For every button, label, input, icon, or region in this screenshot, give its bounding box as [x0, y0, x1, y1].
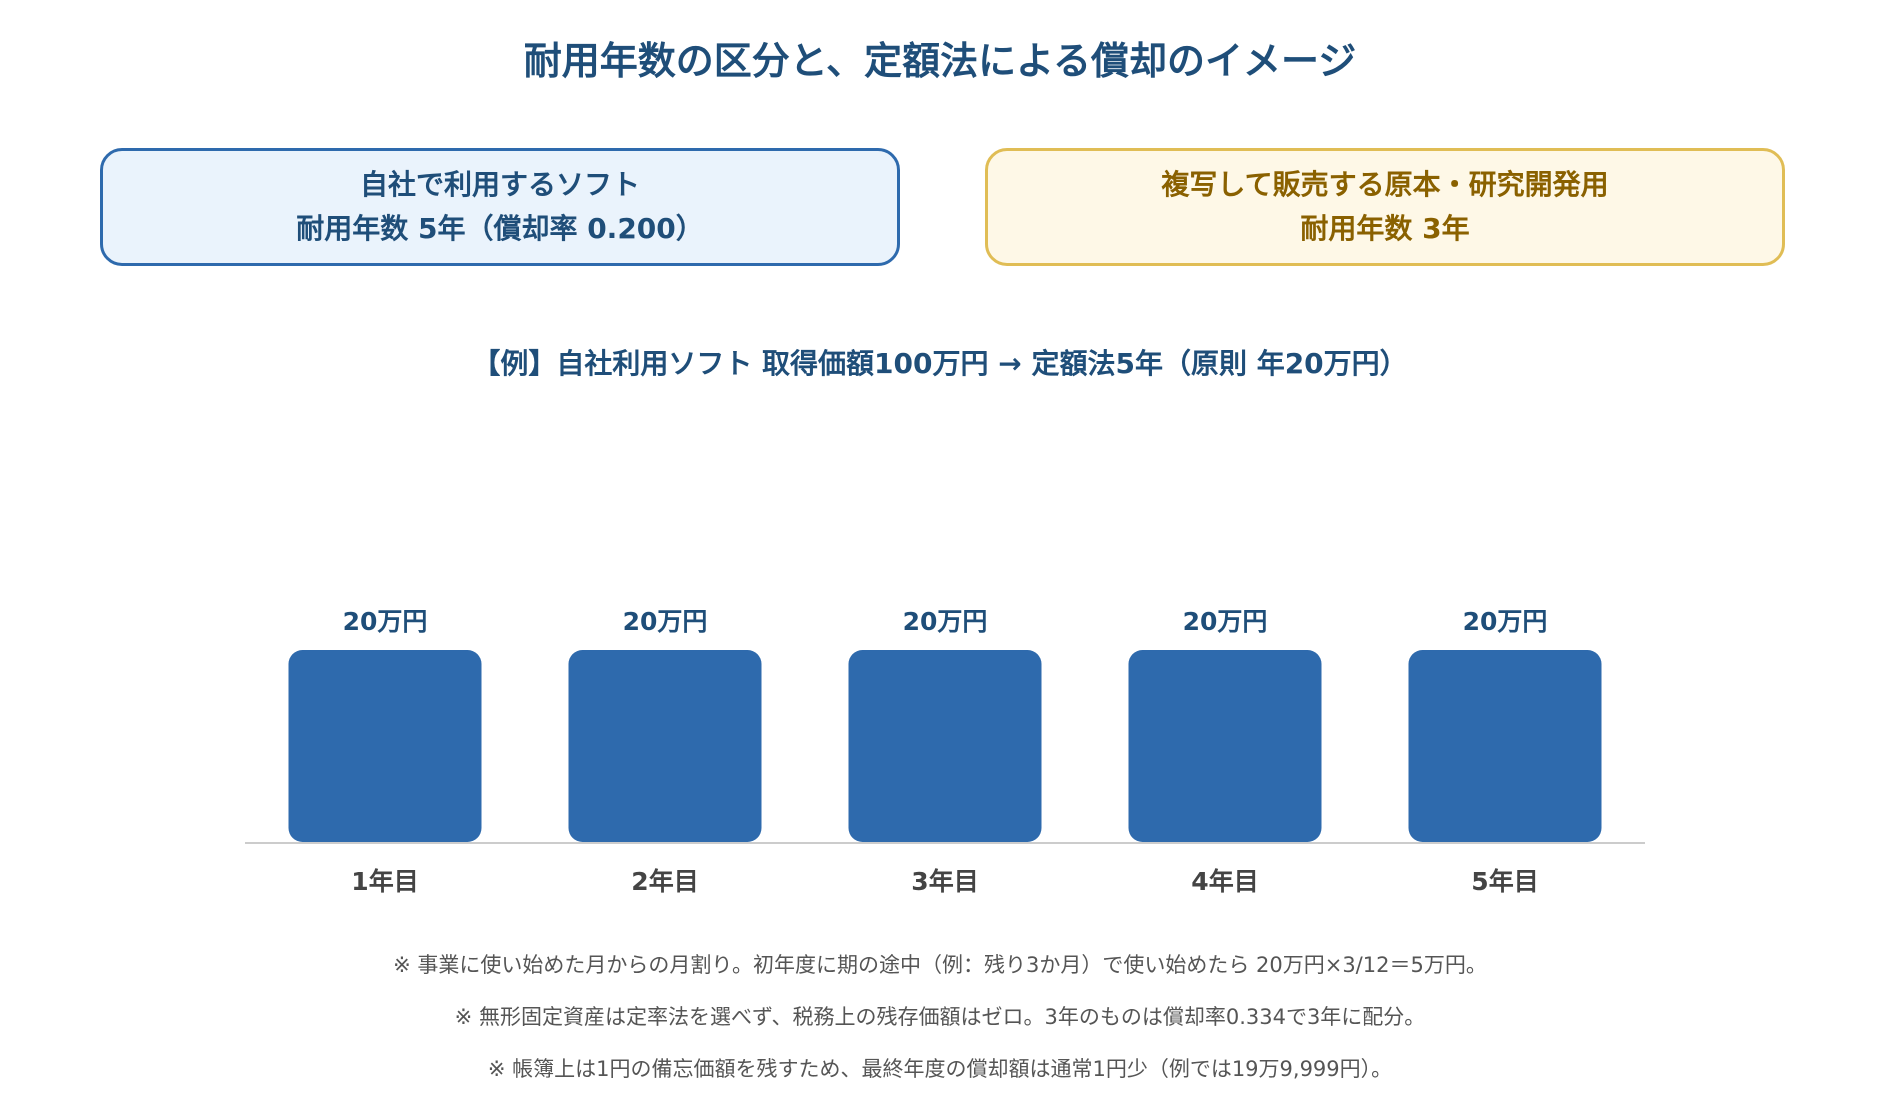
bar-4	[1128, 650, 1322, 842]
category-box-inhouse-life: 耐用年数 5年（償却率 0.200）	[296, 212, 704, 245]
category-box-inhouse-title: 自社で利用するソフト	[359, 168, 640, 201]
bar-1	[288, 650, 482, 842]
bars-layer	[288, 650, 1602, 842]
category-box-master-life: 耐用年数 3年	[1300, 212, 1470, 245]
bar-value-label-1: 20万円	[343, 607, 428, 636]
x-tick-label-4: 4年目	[1191, 867, 1258, 896]
bar-2	[568, 650, 762, 842]
note-no-declining-balance: ※ 無形固定資産は定率法を選べず、税務上の残存価額はゼロ。3年のものは償却率0.…	[454, 1005, 1426, 1029]
example-label: 【例】自社利用ソフト 取得価額100万円 → 定額法5年（原則 年20万円）	[472, 347, 1408, 380]
notes-section: ※ 事業に使い始めた月からの月割り。初年度に期の途中（例：残り3か月）で使い始め…	[0, 950, 1880, 1106]
category-box-inhouse-software: 自社で利用するソフト 耐用年数 5年（償却率 0.200）	[100, 148, 900, 266]
category-box-master-title: 複写して販売する原本・研究開発用	[1161, 168, 1609, 201]
labels-layer: 20万円 1年目 20万円 2年目 20万円 3年目 20万円 4年目 20万円 5年目	[343, 607, 1548, 896]
bar-5	[1408, 650, 1602, 842]
bar-value-label-4: 20万円	[1183, 607, 1268, 636]
bar-value-label-3: 20万円	[903, 607, 988, 636]
bar-value-label-2: 20万円	[623, 607, 708, 636]
bar-value-label-5: 20万円	[1463, 607, 1548, 636]
x-tick-label-2: 2年目	[631, 867, 698, 896]
x-tick-label-5: 5年目	[1471, 867, 1538, 896]
page-title: 耐用年数の区分と、定額法による償却のイメージ	[523, 39, 1357, 83]
bar-3	[848, 650, 1042, 842]
x-tick-label-3: 3年目	[911, 867, 978, 896]
note-memo-value: ※ 帳簿上は1円の備忘価額を残すため、最終年度の償却額は通常1円少（例では19万…	[487, 1057, 1393, 1081]
depreciation-bar-chart: 20万円 1年目 20万円 2年目 20万円 3年目 20万円 4年目 20万円 5年目	[245, 607, 1645, 896]
x-tick-label-1: 1年目	[351, 867, 418, 896]
note-monthly-proration: ※ 事業に使い始めた月からの月割り。初年度に期の途中（例：残り3か月）で使い始め…	[393, 953, 1487, 977]
category-box-master-rnd: 複写して販売する原本・研究開発用 耐用年数 3年	[985, 148, 1785, 266]
